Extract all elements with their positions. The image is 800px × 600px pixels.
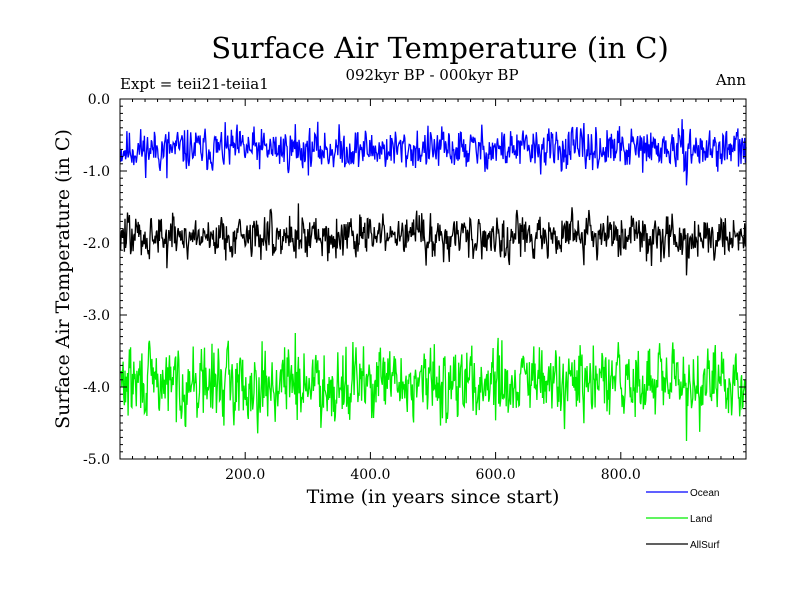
- y-tick-label: -2.0: [83, 236, 110, 252]
- x-tick-label: 600.0: [476, 467, 516, 483]
- legend-label-land: Land: [690, 514, 712, 525]
- y-tick-label: -5.0: [83, 452, 110, 468]
- legend: Ocean Land AllSurf: [646, 488, 720, 551]
- legend-label-allsurf: AllSurf: [690, 540, 720, 551]
- y-tick-label: 0.0: [88, 92, 110, 108]
- x-tick-label: 200.0: [225, 467, 265, 483]
- y-tick-label: -4.0: [83, 380, 110, 396]
- x-axis-label: Time (in years since start): [307, 486, 560, 508]
- series-line-allsurf: [119, 203, 747, 276]
- series-line-ocean: [119, 119, 747, 186]
- series-layer: [119, 119, 747, 442]
- x-tick-label: 800.0: [601, 467, 641, 483]
- chart-subtitle: 092kyr BP - 000kyr BP: [345, 66, 518, 84]
- y-axis: 0.0 -1.0 -2.0 -3.0 -4.0 -5.0: [83, 92, 746, 468]
- series-line-land: [120, 332, 747, 442]
- experiment-label: Expt = teii21-teiia1: [120, 75, 269, 93]
- y-tick-label: -1.0: [83, 164, 110, 180]
- legend-label-ocean: Ocean: [690, 488, 719, 499]
- chart-title: Surface Air Temperature (in C): [211, 31, 669, 65]
- x-tick-label: 400.0: [350, 467, 390, 483]
- y-tick-label: -3.0: [83, 308, 110, 324]
- period-label: Ann: [715, 71, 746, 89]
- y-axis-label: Surface Air Temperature (in C): [52, 129, 74, 429]
- x-axis: 200.0 400.0 600.0 800.0: [132, 99, 734, 483]
